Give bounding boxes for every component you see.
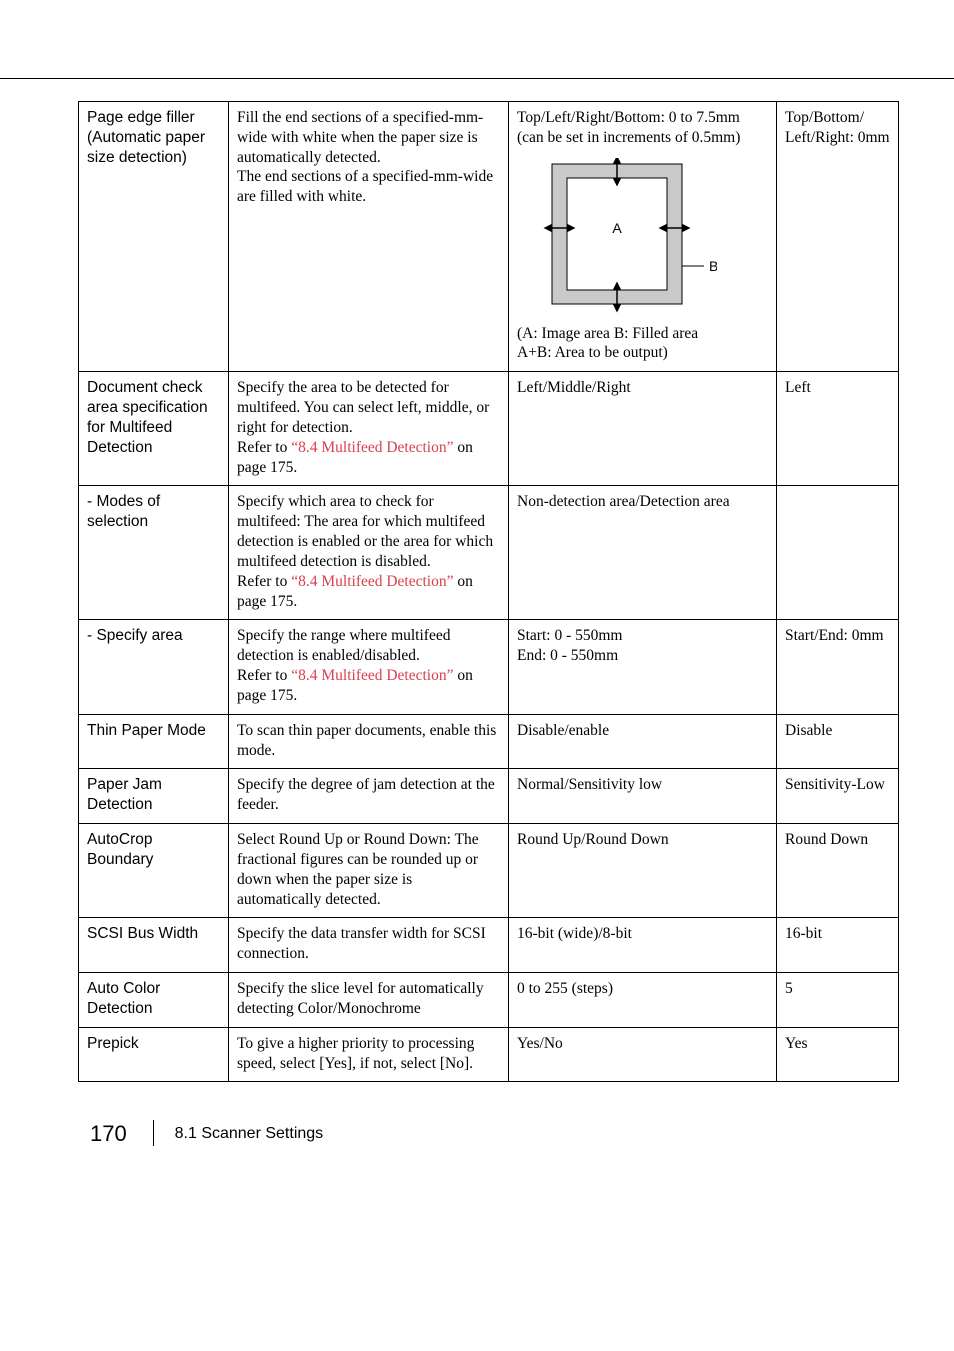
setting-name: Page edge filler (Automatic paper size d… (79, 102, 229, 372)
setting-name: Thin Paper Mode (79, 714, 229, 769)
setting-name: Auto Color Detection (79, 973, 229, 1028)
setting-default: 16-bit (777, 918, 899, 973)
setting-default: Top/Bottom/ Left/Right: 0mm (777, 102, 899, 372)
setting-name: AutoCrop Boundary (79, 824, 229, 918)
setting-value: Start: 0 - 550mm End: 0 - 550mm (509, 620, 777, 714)
setting-value: Left/Middle/Right (509, 372, 777, 486)
svg-text:A: A (612, 220, 622, 236)
setting-value: Disable/enable (509, 714, 777, 769)
table-row: Auto Color Detection Specify the slice l… (79, 973, 899, 1028)
setting-default (777, 486, 899, 620)
value-top: Top/Left/Right/Bottom: 0 to 7.5mm (can b… (517, 108, 768, 148)
setting-name: Document check area specification for Mu… (79, 372, 229, 486)
setting-value: Yes/No (509, 1027, 777, 1082)
page: Page edge filler (Automatic paper size d… (0, 78, 954, 1147)
section-title: 8.1 Scanner Settings (175, 1125, 324, 1142)
page-number: 170 (90, 1121, 127, 1147)
doc-link[interactable]: “8.4 Multifeed Detection” (291, 439, 453, 456)
setting-desc: Specify the area to be detected for mult… (229, 372, 509, 486)
setting-default: Yes (777, 1027, 899, 1082)
setting-value: 16-bit (wide)/8-bit (509, 918, 777, 973)
svg-text:B: B (709, 258, 717, 274)
value-bottom: (A: Image area B: Filled area A+B: Area … (517, 324, 768, 364)
edge-filler-diagram: A B (517, 158, 768, 318)
setting-default: Disable (777, 714, 899, 769)
setting-name: - Modes of selection (79, 486, 229, 620)
footer-separator (153, 1120, 154, 1146)
setting-desc: Specify the slice level for automaticall… (229, 973, 509, 1028)
setting-default: Left (777, 372, 899, 486)
setting-value: Round Up/Round Down (509, 824, 777, 918)
setting-value: 0 to 255 (steps) (509, 973, 777, 1028)
setting-desc: To scan thin paper documents, enable thi… (229, 714, 509, 769)
setting-name: Prepick (79, 1027, 229, 1082)
setting-default: Start/End: 0mm (777, 620, 899, 714)
setting-name: SCSI Bus Width (79, 918, 229, 973)
setting-desc: Specify the data transfer width for SCSI… (229, 918, 509, 973)
table-row: - Specify area Specify the range where m… (79, 620, 899, 714)
table-row: SCSI Bus Width Specify the data transfer… (79, 918, 899, 973)
setting-desc: Specify which area to check for multifee… (229, 486, 509, 620)
table-row: Document check area specification for Mu… (79, 372, 899, 486)
setting-name: - Specify area (79, 620, 229, 714)
table-row: AutoCrop Boundary Select Round Up or Rou… (79, 824, 899, 918)
table-row: Page edge filler (Automatic paper size d… (79, 102, 899, 372)
setting-desc: Select Round Up or Round Down: The fract… (229, 824, 509, 918)
setting-default: 5 (777, 973, 899, 1028)
table-row: Paper Jam Detection Specify the degree o… (79, 769, 899, 824)
top-rule (0, 78, 954, 79)
setting-value: Top/Left/Right/Bottom: 0 to 7.5mm (can b… (509, 102, 777, 372)
doc-link[interactable]: “8.4 Multifeed Detection” (291, 573, 453, 590)
setting-desc: Fill the end sections of a specified-mm-… (229, 102, 509, 372)
setting-default: Round Down (777, 824, 899, 918)
table-row: Thin Paper Mode To scan thin paper docum… (79, 714, 899, 769)
table-row: Prepick To give a higher priority to pro… (79, 1027, 899, 1082)
setting-name: Paper Jam Detection (79, 769, 229, 824)
settings-table: Page edge filler (Automatic paper size d… (78, 101, 899, 1082)
setting-value: Normal/Sensitivity low (509, 769, 777, 824)
setting-desc: Specify the degree of jam detection at t… (229, 769, 509, 824)
setting-default: Sensitivity-Low (777, 769, 899, 824)
setting-desc: To give a higher priority to processing … (229, 1027, 509, 1082)
setting-value: Non-detection area/Detection area (509, 486, 777, 620)
table-row: - Modes of selection Specify which area … (79, 486, 899, 620)
doc-link[interactable]: “8.4 Multifeed Detection” (291, 667, 453, 684)
page-footer: 170 8.1 Scanner Settings (90, 1120, 954, 1147)
setting-desc: Specify the range where multifeed detect… (229, 620, 509, 714)
